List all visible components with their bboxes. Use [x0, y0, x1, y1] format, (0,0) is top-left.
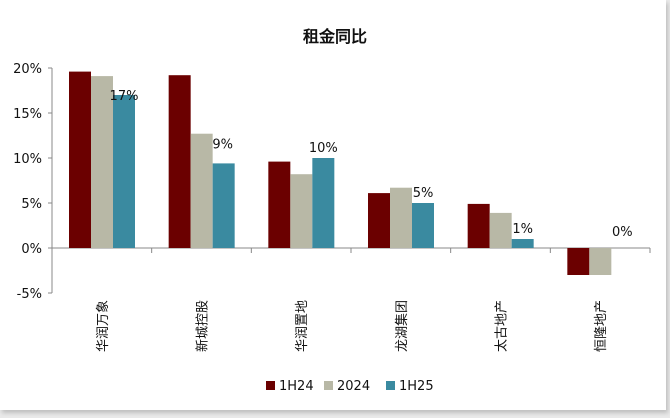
bar-1H25-4	[511, 239, 534, 248]
category-label: 龙湖集团	[394, 300, 410, 352]
bar-1H25-3	[412, 203, 434, 248]
data-label: 17%	[110, 89, 139, 104]
category-label: 华润置地	[295, 300, 310, 352]
category-label: 太古地产	[495, 300, 510, 352]
legend-swatch-2024	[324, 381, 333, 390]
bar-2024-1	[190, 133, 213, 248]
data-label: 5%	[413, 186, 434, 201]
y-tick-label: 10%	[13, 152, 42, 167]
bar-2024-0	[91, 76, 113, 248]
bar-1H24-0	[69, 71, 91, 248]
y-tick-label: 20%	[13, 62, 42, 77]
y-tick-label: 5%	[21, 197, 42, 212]
legend-label: 1H24	[279, 379, 314, 394]
legend-label: 1H25	[399, 379, 434, 394]
data-label: 0%	[612, 225, 633, 240]
bar-1H25-0	[113, 95, 135, 248]
bar-1H24-5	[567, 248, 590, 275]
y-tick-label: 0%	[21, 242, 42, 257]
y-tick-label: 15%	[13, 107, 42, 122]
category-label: 恒隆地产	[594, 300, 609, 352]
category-label: 华润万象	[96, 300, 111, 352]
bar-2024-4	[489, 212, 512, 248]
bar-2024-3	[390, 187, 412, 248]
bar-1H24-2	[268, 161, 291, 248]
bar-2024-5	[589, 248, 612, 275]
data-label: 9%	[212, 137, 233, 152]
legend-label: 2024	[337, 379, 370, 394]
data-label: 10%	[309, 141, 338, 156]
chart-card: 租金同比 20% 15% 10% 5% 0% -5% 华润万象 新城控股 华润置地 龙湖集团 太古地…	[0, 0, 666, 410]
legend-swatch-1H24	[266, 381, 275, 390]
chart-title: 租金同比	[303, 27, 367, 46]
bar-1H24-3	[368, 193, 390, 248]
category-label: 新城控股	[195, 300, 211, 352]
data-label: 1%	[512, 222, 533, 237]
y-tick-label: -5%	[17, 287, 42, 302]
legend-swatch-1H25	[386, 381, 395, 390]
bar-1H24-4	[467, 203, 490, 248]
bar-1H25-1	[212, 163, 235, 248]
bar-2024-2	[290, 174, 313, 248]
bar-1H24-1	[168, 75, 191, 248]
bar-1H25-2	[312, 158, 335, 248]
